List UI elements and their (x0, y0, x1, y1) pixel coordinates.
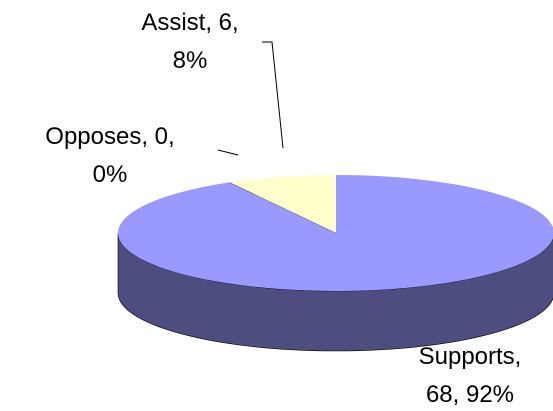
data-label: Opposes, 0, 0% (45, 123, 175, 188)
data-label: Assist, 6, 8% (141, 9, 239, 74)
leader-line (217, 149, 239, 156)
leader-line (262, 41, 284, 149)
slice (229, 175, 336, 233)
data-label: Supports, 68, 92% (418, 343, 522, 408)
